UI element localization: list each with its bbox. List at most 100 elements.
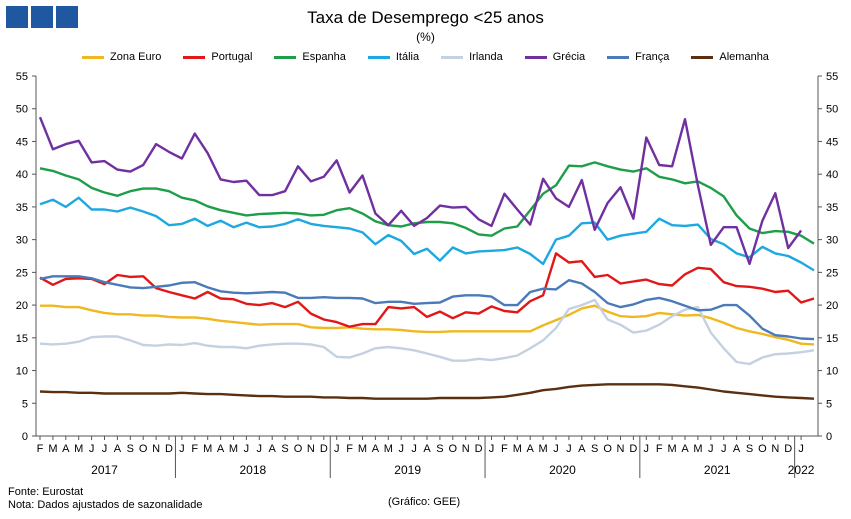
legend-swatch [183, 55, 206, 59]
series-line-grecia [38, 116, 803, 266]
x-tick-label-month: A [578, 443, 586, 455]
x-tick-label-month: S [746, 443, 753, 455]
x-tick-label-month: S [436, 443, 443, 455]
legend-swatch [367, 55, 390, 59]
x-tick-label-month: J [798, 443, 804, 455]
x-tick-label-month: N [617, 443, 625, 455]
y-tick-label-left: 10 [16, 366, 28, 378]
x-tick-label-month: O [449, 443, 458, 455]
series-line-italia [39, 196, 815, 272]
y-tick-label-right: 35 [826, 202, 838, 214]
x-tick-label-month: M [384, 443, 393, 455]
y-tick-label-right: 5 [826, 398, 832, 410]
legend-swatch [524, 55, 547, 59]
x-tick-label-month: O [139, 443, 148, 455]
gee-logo [6, 6, 78, 28]
x-tick-label-month: A [114, 443, 122, 455]
y-tick-label-left: 55 [16, 71, 28, 83]
y-tick-label-right: 55 [826, 71, 838, 83]
legend-label: Itália [395, 51, 420, 63]
x-tick-label-month: A [372, 443, 380, 455]
x-tick-label-month: M [358, 443, 367, 455]
y-tick-label-left: 40 [16, 169, 28, 181]
y-tick-label-right: 30 [826, 235, 838, 247]
y-tick-label-right: 10 [826, 366, 838, 378]
y-tick-label-right: 50 [826, 104, 838, 116]
y-tick-label-left: 30 [16, 235, 28, 247]
x-tick-label-month: A [62, 443, 70, 455]
x-tick-label-month: J [489, 443, 495, 455]
x-tick-label-month: J [721, 443, 727, 455]
legend-item-alemanha: Alemanha [691, 51, 769, 63]
x-tick-label-month: J [553, 443, 559, 455]
legend-item-irlanda: Irlanda [441, 51, 503, 63]
x-tick-label-month: M [668, 443, 677, 455]
x-year-label: 2020 [549, 463, 576, 477]
x-tick-label-month: J [708, 443, 714, 455]
x-tick-label-month: J [257, 443, 263, 455]
x-tick-label-month: D [629, 443, 637, 455]
legend-label: França [635, 51, 670, 63]
x-tick-label-month: O [758, 443, 767, 455]
series-line-alemanha [39, 383, 815, 400]
x-tick-label-month: M [48, 443, 57, 455]
y-tick-label-left: 5 [22, 398, 28, 410]
legend-swatch [82, 55, 105, 59]
legend-item-zona-euro: Zona Euro [82, 51, 161, 63]
logo-square-3 [56, 6, 78, 28]
legend-swatch [274, 55, 297, 59]
footer-source: Fonte: Eurostat [8, 486, 84, 498]
x-tick-label-month: O [294, 443, 303, 455]
y-tick-label-left: 0 [22, 431, 28, 443]
x-tick-label-month: M [229, 443, 238, 455]
x-tick-label-month: J [398, 443, 404, 455]
x-tick-label-month: J [244, 443, 250, 455]
chart-subtitle: (%) [416, 30, 435, 44]
x-tick-label-month: D [784, 443, 792, 455]
x-tick-label-month: S [127, 443, 134, 455]
x-tick-label-month: F [37, 443, 44, 455]
y-tick-label-right: 40 [826, 169, 838, 181]
x-tick-label-month: F [346, 443, 353, 455]
series-line-espanha [39, 161, 815, 245]
y-tick-label-right: 25 [826, 267, 838, 279]
x-tick-label-month: S [281, 443, 288, 455]
footer-credit: (Gráfico: GEE) [388, 496, 461, 508]
x-tick-label-month: S [591, 443, 598, 455]
x-tick-label-month: F [501, 443, 508, 455]
series-line-zona-euro [40, 304, 815, 346]
x-tick-label-month: M [74, 443, 83, 455]
x-tick-label-month: J [334, 443, 340, 455]
x-tick-label-month: N [152, 443, 160, 455]
x-tick-label-month: J [566, 443, 572, 455]
x-tick-label-month: J [89, 443, 95, 455]
x-tick-label-month: N [307, 443, 315, 455]
x-year-label: 2019 [394, 463, 421, 477]
x-tick-label-month: M [693, 443, 702, 455]
footer-note: Nota: Dados ajustados de sazonalidade [8, 499, 203, 511]
chart-title: Taxa de Desemprego <25 anos [307, 8, 544, 27]
legend-swatch [691, 55, 714, 59]
x-tick-label-month: D [165, 443, 173, 455]
logo-square-1 [6, 6, 28, 28]
legend-item-espanha: Espanha [274, 51, 346, 63]
x-year-label: 2021 [704, 463, 731, 477]
x-tick-label-month: J [644, 443, 650, 455]
y-tick-label-right: 20 [826, 300, 838, 312]
legend-swatch [441, 55, 464, 59]
x-tick-label-month: D [320, 443, 328, 455]
x-year-label: 2017 [91, 463, 118, 477]
x-tick-label-month: A [733, 443, 741, 455]
y-tick-label-left: 45 [16, 136, 28, 148]
legend-label: Grécia [552, 51, 586, 63]
x-tick-label-month: J [411, 443, 417, 455]
legend-item-italia: Itália [367, 51, 420, 63]
x-tick-label-month: D [475, 443, 483, 455]
x-tick-label-month: J [102, 443, 108, 455]
y-tick-label-right: 0 [826, 431, 832, 443]
x-year-label: 2022 [788, 463, 815, 477]
x-tick-label-month: A [217, 443, 225, 455]
series-line-portugal [39, 252, 815, 328]
x-tick-label-month: F [191, 443, 198, 455]
y-tick-label-right: 15 [826, 333, 838, 345]
